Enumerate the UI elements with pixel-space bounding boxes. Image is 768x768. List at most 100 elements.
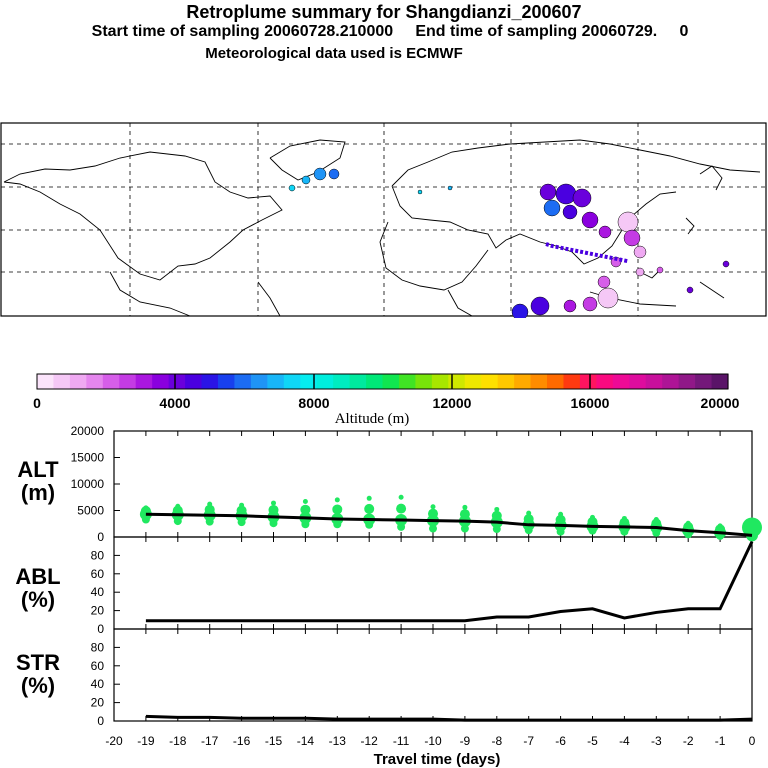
x-tick-label: -1: [715, 734, 726, 748]
colorbar-cell: [152, 374, 170, 389]
alt-cluster-point: [333, 520, 342, 529]
colorbar-cell: [711, 374, 729, 389]
x-axis-label: Travel time (days): [374, 751, 501, 768]
alt-cluster-point: [588, 526, 597, 535]
str-panel-frame: [113, 628, 753, 722]
alt-cluster-point: [364, 503, 375, 514]
colorbar-cell: [316, 374, 334, 389]
plume-marker: [597, 275, 611, 289]
plume-marker: [417, 189, 423, 195]
colorbar-cell: [596, 374, 614, 389]
colorbar-cell: [86, 374, 104, 389]
x-tick-label: -3: [651, 734, 662, 748]
colorbar-cell: [431, 374, 449, 389]
alt-cluster-point: [141, 515, 150, 524]
str-y-tick-label: 20: [91, 696, 105, 710]
abl-y-tick-label: 40: [91, 585, 105, 599]
alt-cluster-point: [494, 506, 500, 512]
plume-marker: [313, 167, 327, 181]
colorbar-label: Altitude (m): [335, 411, 410, 427]
colorbar-tick-4000: 4000: [159, 395, 190, 411]
colorbar-cell: [547, 374, 565, 389]
colorbar-cell: [612, 374, 630, 389]
alt-cluster-point: [430, 504, 436, 510]
plume-marker: [543, 199, 561, 217]
colorbar-tick-8000: 8000: [298, 395, 329, 411]
x-tick-label: -18: [169, 734, 187, 748]
plume-marker: [563, 299, 577, 313]
colorbar-cell: [69, 374, 87, 389]
alt-series-line: [145, 512, 753, 537]
alt-cluster-point: [460, 524, 469, 533]
colorbar-cell: [168, 374, 186, 389]
plume-marker: [539, 183, 557, 201]
x-tick-label: -20: [105, 734, 123, 748]
alt-cluster-point: [271, 500, 276, 506]
colorbar-cell: [398, 374, 417, 389]
str-y-tick-label: 80: [91, 640, 105, 654]
plume-marker: [562, 204, 578, 220]
retroplume-map: [0, 122, 767, 318]
colorbar-cell: [645, 374, 663, 389]
colorbar-cell: [201, 374, 219, 389]
plume-marker: [301, 175, 311, 185]
alt-cluster-point: [396, 503, 407, 514]
chart-title: Retroplume summary for Shangdianzi_20060…: [186, 2, 582, 22]
alt-cluster-point: [398, 494, 404, 500]
x-tick-label: 0: [749, 734, 756, 748]
alt-cluster-point: [462, 504, 468, 510]
colorbar-cell: [629, 374, 647, 389]
abl-y-tick-label: 80: [91, 548, 105, 562]
colorbar-major-ticks: [174, 374, 591, 389]
alt-cluster-point: [652, 528, 661, 537]
alt-cluster-point: [492, 525, 501, 534]
colorbar-cell: [464, 374, 482, 389]
colorbar-tick-20000: 20000: [701, 395, 740, 411]
str-y-tick-label: 40: [91, 677, 105, 691]
x-tick-label: -6: [555, 734, 566, 748]
x-tick-label: -8: [491, 734, 502, 748]
alt-y-tick-label: 15000: [71, 451, 105, 465]
colorbar-cells: [37, 374, 729, 389]
x-tick-label: -10: [424, 734, 442, 748]
alt-cluster-point: [334, 497, 340, 503]
plume-marker: [635, 267, 645, 277]
abl-series-line: [145, 540, 754, 623]
abl-y-tick-label: 0: [97, 622, 104, 636]
str-y-tick-label: 0: [97, 714, 104, 728]
colorbar-cell: [382, 374, 400, 389]
plume-marker: [686, 286, 694, 294]
alt-cluster-point: [397, 522, 406, 531]
colorbar-cell: [349, 374, 367, 389]
alt-cluster-point: [429, 524, 437, 533]
colorbar-cell: [514, 374, 532, 389]
colorbar-cell: [102, 374, 120, 389]
plume-marker: [597, 287, 619, 309]
plume-markers: [288, 167, 730, 318]
plume-marker: [572, 188, 592, 208]
colorbar-cell: [497, 374, 515, 389]
colorbar-cell: [579, 374, 597, 389]
colorbar-cell: [695, 374, 713, 389]
abl-panel-frame: [113, 536, 753, 630]
plume-marker: [447, 185, 453, 191]
alt-panel-label: ALT (m): [17, 457, 59, 505]
str-y-tick-label: 60: [91, 659, 105, 673]
colorbar-cell: [185, 374, 203, 389]
alt-cluster-point: [556, 527, 565, 536]
plume-marker: [598, 225, 612, 239]
alt-clusters: [139, 494, 762, 542]
abl-y-ticks: 80 60 40 20 0: [91, 548, 120, 636]
alt-cluster-point: [300, 504, 311, 515]
colorbar-cell: [481, 374, 499, 389]
x-tick-label: -14: [297, 734, 315, 748]
plume-marker: [511, 303, 529, 318]
x-tick-label: -13: [329, 734, 347, 748]
alt-cluster-point: [742, 517, 762, 538]
alt-y-tick-label: 5000: [77, 504, 104, 518]
plume-trail: [545, 242, 630, 264]
colorbar-cell: [234, 374, 252, 389]
alt-y-tick-label: 0: [97, 530, 104, 544]
plume-marker: [328, 168, 340, 180]
